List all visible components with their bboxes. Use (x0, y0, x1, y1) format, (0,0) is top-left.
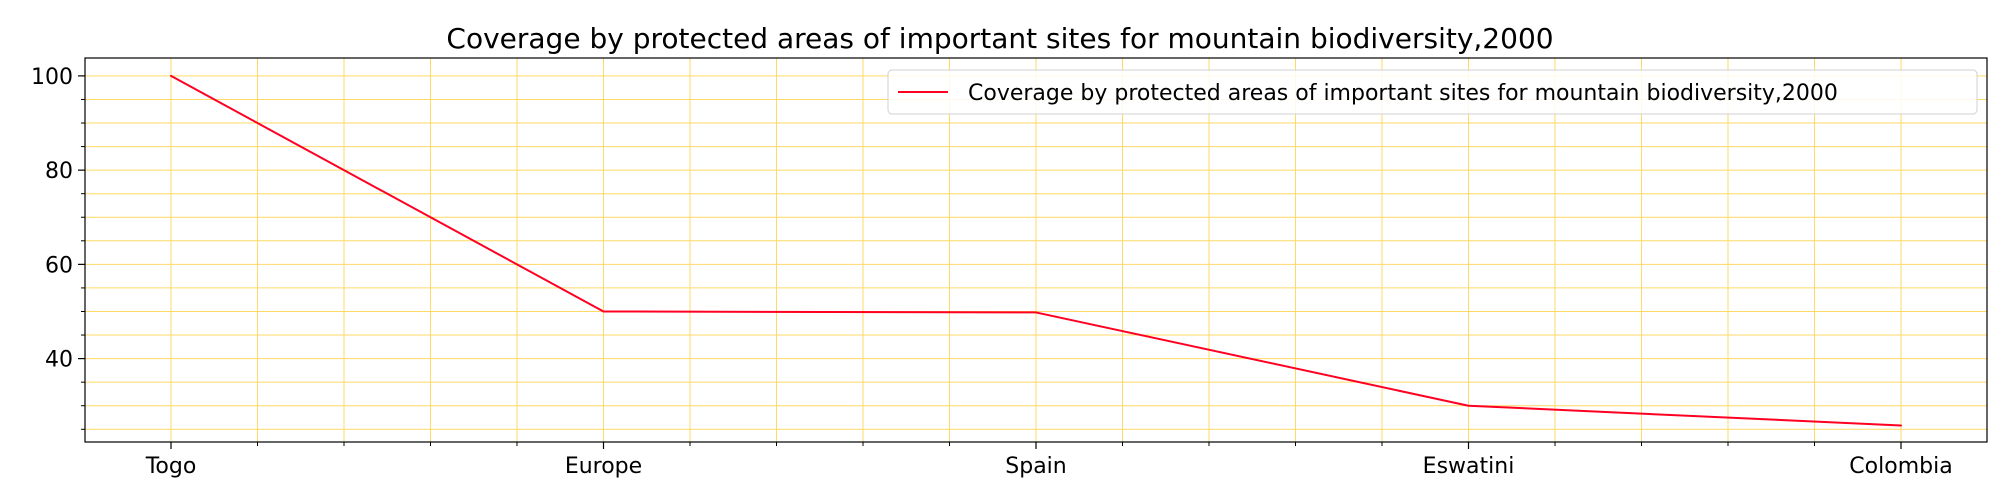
y-tick-label: 40 (45, 348, 73, 373)
x-tick-label: Europe (565, 454, 642, 479)
axis-ticks (78, 75, 1902, 449)
y-tick-label: 100 (31, 65, 73, 90)
y-tick-label: 80 (45, 159, 73, 184)
x-tick-labels: Togo Europe Spain Eswatini Colombia (145, 454, 1953, 479)
series-line (170, 74, 1902, 427)
chart-title: Coverage by protected areas of important… (446, 22, 1553, 55)
x-tick-label: Togo (145, 454, 197, 479)
legend-label: Coverage by protected areas of important… (968, 81, 1838, 106)
legend: Coverage by protected areas of important… (887, 69, 1978, 115)
x-tick-label: Colombia (1849, 454, 1952, 479)
y-tick-label: 60 (45, 253, 73, 278)
x-tick-label: Spain (1005, 454, 1066, 479)
series-lines (170, 74, 1902, 427)
legend-box (887, 69, 1978, 115)
y-tick-labels: 40 60 80 100 (31, 65, 73, 373)
x-tick-label: Eswatini (1423, 454, 1515, 479)
